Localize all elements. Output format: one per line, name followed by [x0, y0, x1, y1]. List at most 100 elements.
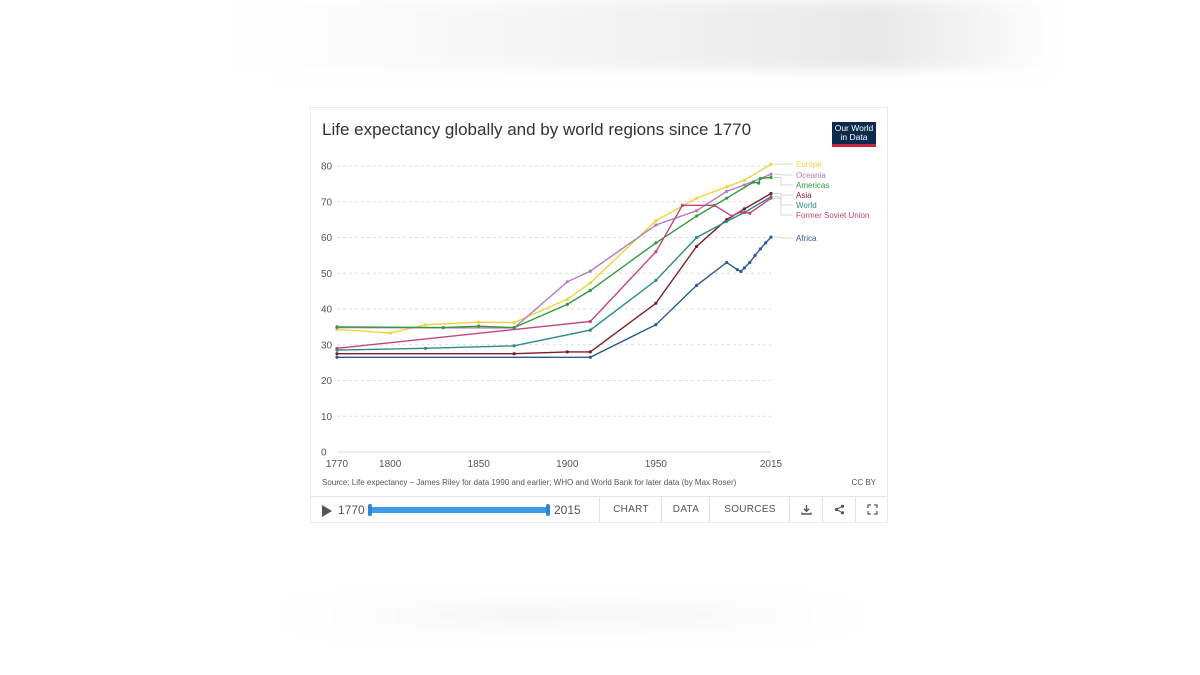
chart-tab-button[interactable]: CHART [599, 497, 662, 522]
data-point [654, 250, 658, 254]
share-button[interactable] [822, 497, 856, 522]
y-tick-label: 0 [321, 448, 327, 459]
data-point [680, 203, 685, 207]
fullscreen-button[interactable] [855, 497, 889, 522]
data-point [748, 211, 752, 215]
data-point [512, 320, 516, 325]
line-chart: 0 10 20 30 40 50 60 70 80 1770 1800 1850 1900 1950 201… [321, 160, 869, 470]
data-point [654, 301, 658, 305]
y-tick-label: 50 [321, 269, 333, 280]
x-tick-label: 1770 [326, 459, 349, 470]
download-icon [801, 505, 812, 515]
data-point [769, 162, 773, 166]
data-point [748, 260, 752, 265]
legend-connector [774, 197, 793, 216]
data-point [588, 269, 592, 273]
timeline-controls: 1770 2015 CHART DATA SOURCES [311, 496, 887, 522]
data-point [695, 209, 699, 213]
legend-connector [774, 236, 793, 239]
data-point [335, 325, 339, 329]
legend-connector [774, 177, 793, 186]
logo-text-line1: Our World [834, 123, 874, 133]
data-tab-button[interactable]: DATA [661, 497, 710, 522]
data-point [742, 178, 747, 182]
timeline-end-year: 2015 [554, 503, 581, 517]
logo-text-line2: in Data [840, 132, 868, 142]
data-point [769, 196, 773, 200]
data-point [742, 207, 747, 211]
data-point [739, 210, 743, 214]
fullscreen-icon [867, 504, 878, 515]
data-point [477, 320, 481, 324]
data-point [769, 191, 773, 196]
data-point [725, 219, 729, 224]
data-point [654, 223, 658, 227]
y-tick-label: 60 [321, 233, 333, 244]
download-button[interactable] [789, 497, 823, 522]
data-point [730, 214, 734, 218]
timeline-end-handle[interactable] [546, 504, 550, 516]
data-point [441, 325, 445, 330]
data-point [335, 346, 339, 350]
y-tick-label: 30 [321, 340, 333, 351]
data-point [512, 325, 516, 330]
x-tick-label: 2015 [760, 459, 783, 470]
data-point [565, 350, 569, 354]
data-point [758, 176, 762, 181]
y-tick-label: 70 [321, 197, 333, 208]
series-line [336, 163, 772, 334]
data-point [725, 196, 729, 200]
legend-label: Former Soviet Union [796, 211, 869, 220]
data-point [769, 172, 773, 176]
legend-connector [774, 193, 793, 196]
timeline-start-handle[interactable] [368, 504, 372, 516]
x-tick-label: 1850 [468, 459, 491, 470]
data-point [588, 355, 592, 359]
data-point [588, 281, 592, 285]
data-point [588, 319, 592, 324]
data-point [769, 175, 773, 180]
owid-logo[interactable]: Our World in Data [832, 122, 876, 147]
license-link[interactable]: CC BY [851, 478, 876, 487]
legend-label: Asia [796, 191, 812, 200]
legend-connector [774, 173, 793, 176]
share-icon [834, 504, 845, 515]
data-point [512, 352, 516, 356]
data-point [588, 328, 592, 332]
background-blur-top [230, 0, 1060, 70]
data-point [695, 244, 699, 249]
data-point [695, 283, 699, 288]
data-point [725, 260, 729, 265]
data-point [769, 235, 773, 239]
data-point [588, 288, 592, 293]
data-point [757, 181, 761, 185]
data-point [751, 180, 755, 184]
chart-title: Life expectancy globally and by world re… [322, 120, 752, 139]
data-point [725, 189, 729, 193]
timeline-slider-track[interactable] [370, 507, 548, 513]
chart-card: Life expectancy globally and by world re… [311, 108, 887, 522]
data-point [712, 203, 716, 207]
data-point [477, 324, 481, 328]
sources-tab-button[interactable]: SOURCES [709, 497, 790, 522]
data-point [654, 219, 658, 223]
data-point [512, 344, 516, 348]
data-point [725, 185, 729, 189]
data-point [335, 355, 339, 359]
data-point [735, 268, 739, 272]
data-point [695, 235, 699, 240]
legend-label: Europe [796, 160, 822, 169]
y-tick-label: 80 [321, 162, 333, 173]
data-point [388, 331, 392, 335]
series-line [337, 236, 772, 358]
data-point [654, 278, 658, 282]
data-point [423, 346, 428, 350]
x-tick-label: 1900 [556, 459, 579, 470]
data-point [565, 280, 569, 284]
play-icon[interactable] [322, 505, 332, 517]
data-point [565, 302, 569, 306]
data-point [565, 297, 569, 301]
data-point [739, 269, 743, 274]
y-tick-label: 20 [321, 376, 333, 387]
legend-label: Africa [796, 234, 817, 243]
